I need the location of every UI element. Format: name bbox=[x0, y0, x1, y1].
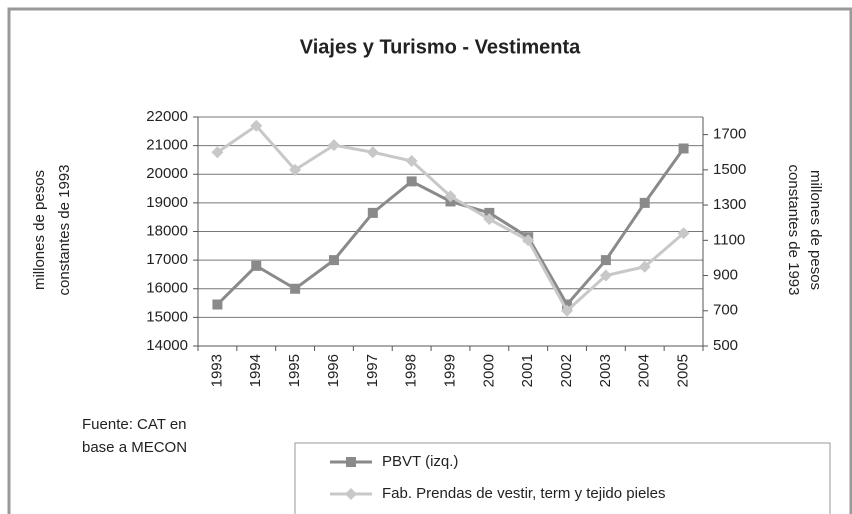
y-tick-label: 22000 bbox=[146, 108, 188, 125]
data-point bbox=[212, 299, 223, 310]
y-axis-label-line: millones de pesos bbox=[31, 170, 48, 290]
x-tick-label: 2002 bbox=[558, 354, 575, 387]
legend-label: Fab. Prendas de vestir, term y tejido pi… bbox=[382, 485, 665, 502]
data-point bbox=[561, 304, 574, 317]
data-point bbox=[290, 283, 301, 294]
series-line bbox=[216, 147, 685, 308]
y-axis-label-line: constantes de 1993 bbox=[56, 165, 73, 296]
y-tick-label: 18000 bbox=[146, 222, 188, 239]
y2-axis-label-line: constantes de 1993 bbox=[785, 165, 802, 296]
x-tick-label: 2003 bbox=[597, 354, 614, 387]
x-tick-label: 2005 bbox=[675, 354, 692, 387]
data-point bbox=[444, 190, 457, 203]
y2-tick-label: 1700 bbox=[713, 126, 746, 143]
data-point bbox=[678, 143, 689, 154]
x-tick-label: 1996 bbox=[325, 354, 342, 387]
source: base a MECON bbox=[82, 439, 187, 456]
source: Fuente: CAT en bbox=[82, 416, 187, 433]
x-tick-label: 2004 bbox=[636, 354, 653, 387]
y-tick-label: 21000 bbox=[146, 137, 188, 154]
data-point bbox=[211, 146, 224, 159]
data-point bbox=[367, 207, 378, 218]
data-point bbox=[289, 163, 302, 176]
legend-box bbox=[294, 442, 831, 514]
x-tick-label: 1997 bbox=[364, 354, 381, 387]
y-axis-label: millones de pesos constantes de 1993 bbox=[31, 165, 73, 296]
legend-label: PBVT (izq.) bbox=[382, 453, 458, 470]
legend-marker bbox=[345, 488, 357, 500]
data-point bbox=[600, 255, 611, 266]
data-point bbox=[250, 119, 263, 132]
data-point bbox=[483, 213, 496, 226]
data-point bbox=[484, 207, 495, 218]
x-tick-label: 1994 bbox=[247, 354, 264, 387]
data-point bbox=[638, 260, 651, 273]
data-point bbox=[327, 139, 340, 152]
data-point bbox=[328, 255, 339, 266]
y2-axis-label-line: millones de pesos bbox=[807, 170, 824, 290]
y2-tick-label: 700 bbox=[713, 302, 738, 319]
y2-tick-label: 1100 bbox=[713, 231, 745, 248]
y2-tick-label: 900 bbox=[713, 267, 738, 284]
y2-tick-label: 500 bbox=[713, 337, 738, 354]
y-tick-label: 14000 bbox=[146, 337, 188, 354]
data-point bbox=[366, 146, 379, 159]
legend-marker bbox=[346, 457, 356, 467]
data-point bbox=[639, 197, 650, 208]
x-tick-label: 1998 bbox=[403, 354, 420, 387]
data-point bbox=[522, 234, 535, 247]
y2-tick-label: 1300 bbox=[713, 196, 746, 213]
y2-tick-label: 1500 bbox=[713, 161, 746, 178]
x-tick-label: 1995 bbox=[286, 354, 303, 387]
data-point bbox=[406, 176, 417, 187]
x-tick-label: 2001 bbox=[519, 354, 536, 387]
y-tick-label: 15000 bbox=[146, 308, 188, 325]
data-point bbox=[599, 269, 612, 282]
data-point bbox=[562, 299, 573, 310]
y2-axis-label: millones de pesos constantes de 1993 bbox=[785, 165, 824, 296]
x-tick-label: 1993 bbox=[208, 354, 225, 387]
data-point bbox=[251, 260, 262, 271]
y-tick-label: 17000 bbox=[146, 251, 188, 268]
frame bbox=[7, 7, 852, 514]
x-tick-label: 1999 bbox=[441, 354, 458, 387]
y-tick-label: 16000 bbox=[146, 280, 188, 297]
chart-title: Viajes y Turismo - Vestimenta bbox=[300, 36, 581, 58]
y-tick-label: 19000 bbox=[146, 194, 188, 211]
y-tick-label: 20000 bbox=[146, 165, 188, 182]
data-point bbox=[405, 155, 418, 168]
x-tick-label: 2000 bbox=[480, 354, 497, 387]
data-point bbox=[677, 227, 690, 240]
